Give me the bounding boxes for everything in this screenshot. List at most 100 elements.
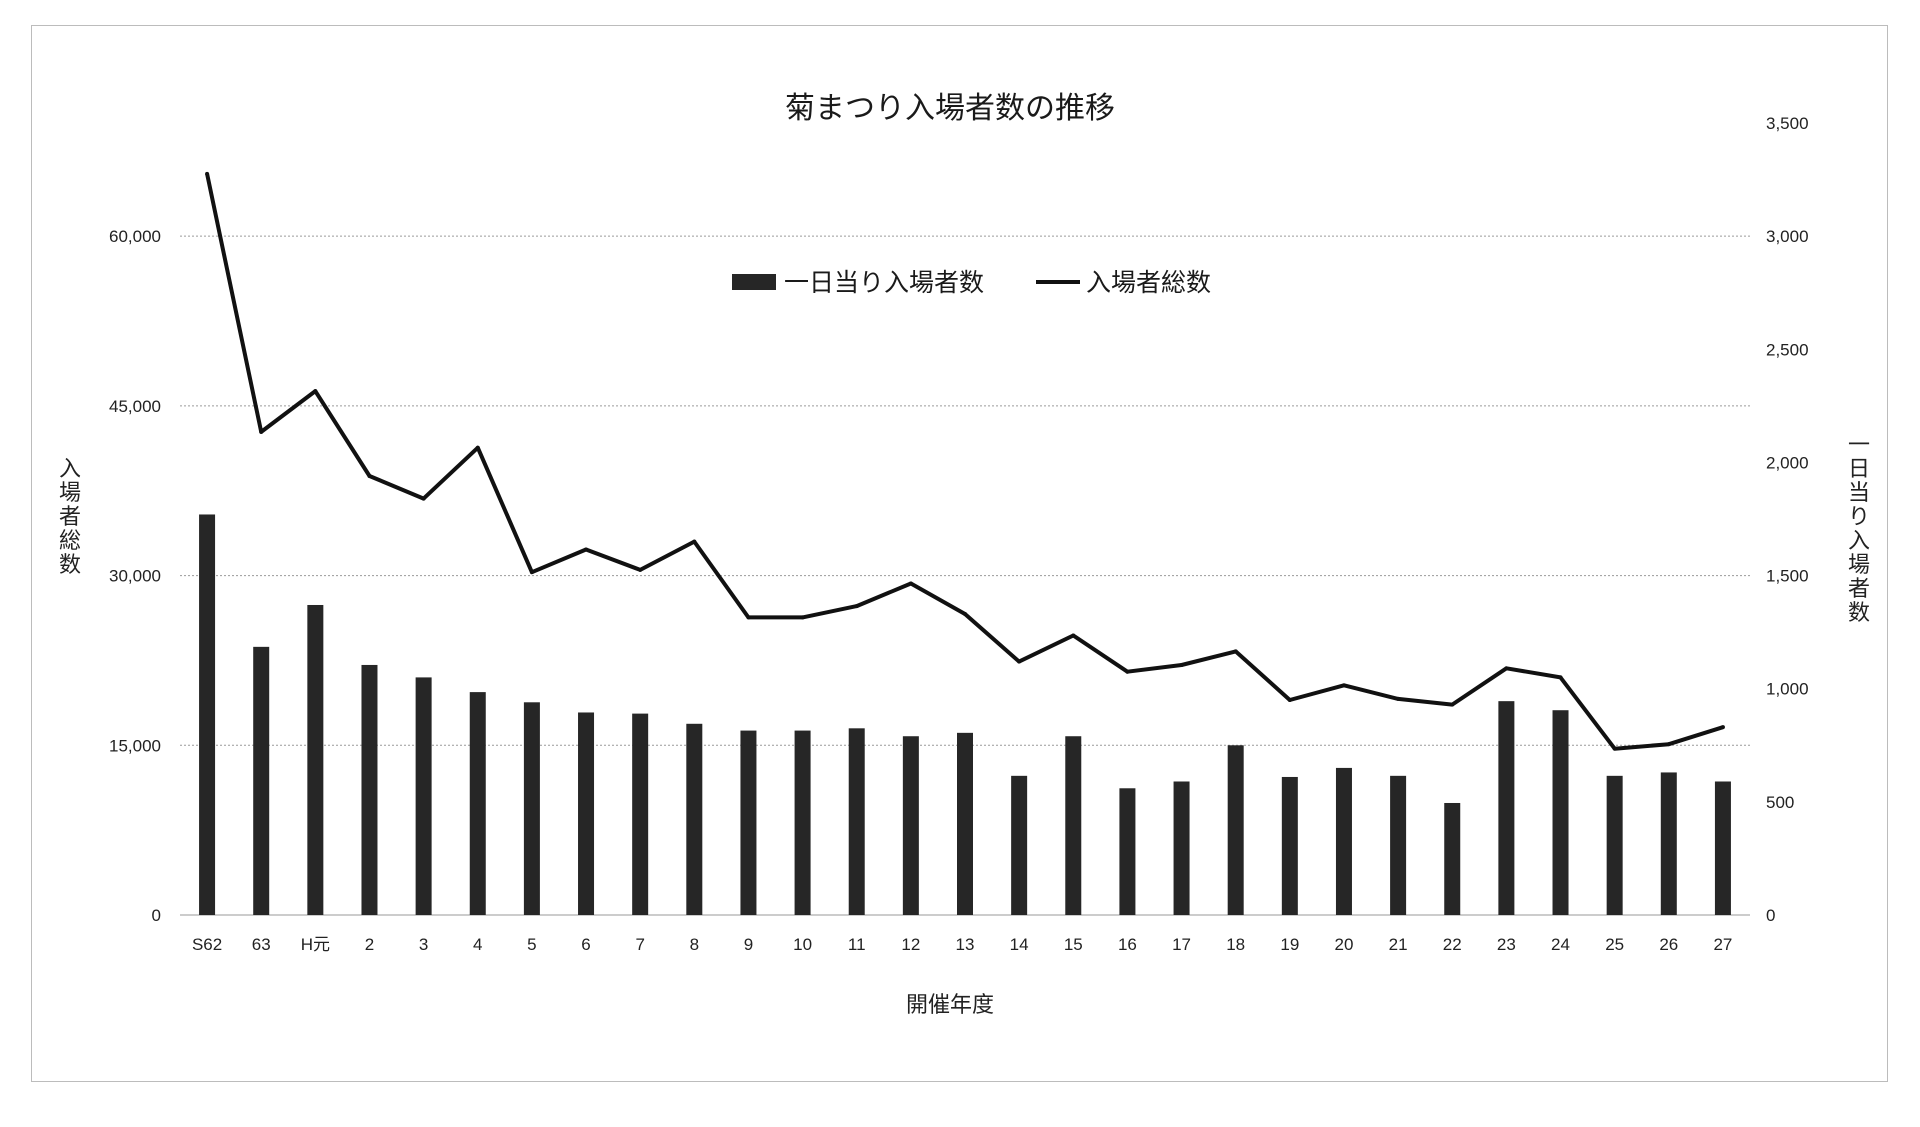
x-tick-label-23: 22 xyxy=(1443,935,1462,954)
y-left-tick-label-3: 45,000 xyxy=(109,397,161,416)
y-left-label-char-4: 数 xyxy=(59,553,81,578)
line-point-8 xyxy=(638,567,643,572)
bar-9 xyxy=(686,723,703,915)
x-tick-label-3: 2 xyxy=(365,935,374,954)
line-point-21 xyxy=(1341,683,1346,688)
x-tick-label-25: 24 xyxy=(1551,935,1570,954)
y-right-label-char-2: 当 xyxy=(1848,481,1870,506)
line-point-11 xyxy=(800,615,805,620)
x-tick-label-7: 6 xyxy=(581,935,590,954)
bar-19 xyxy=(1227,745,1244,915)
y-right-label-char-5: 場 xyxy=(1848,553,1870,578)
line-point-17 xyxy=(1125,669,1130,674)
y-right-label-char-0: 一 xyxy=(1848,433,1870,458)
x-tick-label-9: 8 xyxy=(690,935,699,954)
line-point-14 xyxy=(963,612,967,617)
y-left-label-char-0: 入 xyxy=(59,457,81,482)
bar-2 xyxy=(307,604,324,915)
x-tick-label-5: 4 xyxy=(473,935,482,954)
bar-17 xyxy=(1119,788,1136,915)
x-tick-label-15: 14 xyxy=(1010,935,1029,954)
bar-3 xyxy=(361,664,378,915)
line-point-18 xyxy=(1179,662,1184,667)
line-point-4 xyxy=(421,496,426,501)
bar-1 xyxy=(253,646,270,915)
y-axis-label-right: 一日当り入場者数 xyxy=(1848,433,1870,626)
line-point-22 xyxy=(1396,696,1401,701)
line-point-7 xyxy=(584,547,589,552)
y-left-tick-label-1: 15,000 xyxy=(109,736,161,755)
line-point-12 xyxy=(854,604,859,609)
x-tick-label-22: 21 xyxy=(1389,935,1408,954)
line-point-6 xyxy=(529,570,534,575)
bar-16 xyxy=(1065,736,1082,915)
bar-11 xyxy=(794,730,811,915)
x-tick-label-10: 9 xyxy=(744,935,753,954)
y-right-label-char-1: 日 xyxy=(1848,457,1870,482)
left-axis: 0 15,000 30,000 45,000 60,000 xyxy=(109,227,161,925)
line-point-2 xyxy=(313,389,318,394)
line-point-10 xyxy=(746,615,751,620)
bar-13 xyxy=(902,736,919,915)
line-layer xyxy=(205,171,1725,751)
y-right-label-char-4: 入 xyxy=(1848,529,1870,554)
bar-27 xyxy=(1660,772,1677,915)
bar-7 xyxy=(578,712,595,915)
bar-28 xyxy=(1714,781,1731,915)
bar-4 xyxy=(415,677,432,915)
line-point-23 xyxy=(1450,702,1455,707)
legend: 一日当り入場者数 入場者総数 xyxy=(732,268,1211,297)
bar-10 xyxy=(740,730,757,915)
x-tick-label-20: 19 xyxy=(1280,935,1299,954)
bar-5 xyxy=(469,692,486,915)
y-right-tick-label-6: 3,000 xyxy=(1766,227,1809,246)
x-tick-label-14: 13 xyxy=(956,935,975,954)
x-tick-label-16: 15 xyxy=(1064,935,1083,954)
x-tick-label-17: 16 xyxy=(1118,935,1137,954)
x-tick-label-27: 26 xyxy=(1659,935,1678,954)
y-left-label-char-3: 総 xyxy=(59,529,81,554)
y-axis-label-left: 入場者総数 xyxy=(59,457,81,578)
bar-20 xyxy=(1281,776,1298,915)
line-point-3 xyxy=(367,474,372,479)
x-tick-label-1: 63 xyxy=(252,935,271,954)
x-tick-label-0: S62 xyxy=(192,935,222,954)
line-point-5 xyxy=(475,445,480,450)
y-right-tick-label-0: 0 xyxy=(1766,906,1775,925)
line-point-9 xyxy=(692,539,697,544)
bar-23 xyxy=(1444,802,1461,915)
bar-layer xyxy=(199,514,1731,915)
bar-26 xyxy=(1606,775,1623,915)
bar-18 xyxy=(1173,781,1190,915)
bar-15 xyxy=(1011,775,1028,915)
chart-title: 菊まつり入場者数の推移 xyxy=(785,91,1115,126)
line-point-27 xyxy=(1666,742,1671,747)
category-axis: S62 63 H元 2 3 4 5 6 7 8 9 10 11 12 13 14 15 16 17 18 19 20 21 2… xyxy=(192,935,1732,954)
bar-24 xyxy=(1498,701,1515,915)
y-right-label-char-6: 者 xyxy=(1848,577,1870,602)
y-left-label-char-1: 場 xyxy=(59,481,81,506)
x-tick-label-2: H元 xyxy=(301,935,330,954)
bar-21 xyxy=(1335,767,1352,915)
bar-0 xyxy=(199,514,216,915)
legend-label-bar: 一日当り入場者数 xyxy=(784,268,984,297)
y-right-tick-label-5: 2,500 xyxy=(1766,340,1809,359)
line-point-28 xyxy=(1720,725,1725,730)
x-axis-label: 開催年度 xyxy=(906,993,994,1018)
line-series-total xyxy=(205,173,1724,751)
y-left-tick-label-0: 0 xyxy=(152,906,161,925)
chart-frame xyxy=(31,25,1888,1082)
line-point-1 xyxy=(259,429,264,434)
legend-label-line: 入場者総数 xyxy=(1086,268,1211,297)
right-axis: 0 500 1,000 1,500 2,000 2,500 3,000 3,500 xyxy=(1766,114,1809,925)
line-point-16 xyxy=(1071,633,1076,638)
line-point-25 xyxy=(1558,675,1563,680)
legend-swatch-bar xyxy=(732,274,776,290)
x-tick-label-13: 12 xyxy=(901,935,920,954)
x-tick-label-28: 27 xyxy=(1713,935,1732,954)
line-point-19 xyxy=(1233,649,1238,654)
bar-6 xyxy=(523,702,540,915)
x-tick-label-11: 10 xyxy=(793,935,812,954)
line-point-20 xyxy=(1287,698,1292,703)
line-point-15 xyxy=(1017,659,1022,664)
